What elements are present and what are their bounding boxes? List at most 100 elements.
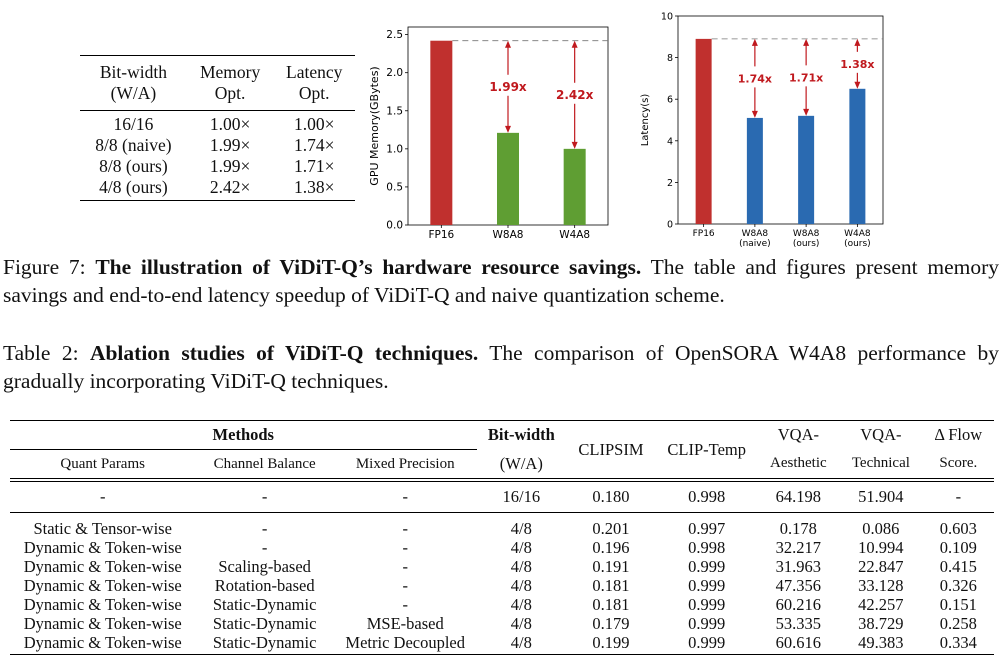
caption-label: Figure 7:	[3, 255, 96, 279]
table-cell: 1.38×	[273, 177, 355, 201]
table-cell: 51.904	[858, 487, 904, 506]
speedup-label: 1.74x	[738, 72, 772, 85]
table-cell: -	[261, 538, 268, 557]
table-cell: 0.415	[939, 557, 977, 576]
table-cell: 1.99×	[209, 135, 251, 155]
x-tick-label: W8A8	[742, 229, 769, 239]
table-row: 16/16 1.00× 1.00×	[80, 114, 355, 135]
header-memory-sub: Opt.	[186, 83, 274, 111]
arrow-head-down-icon	[751, 110, 758, 118]
table-cell: 1.99×	[209, 156, 251, 176]
table-cell: 10.994	[858, 538, 904, 557]
table-row: Dynamic & Token-wise Static-Dynamic MSE-ba…	[10, 614, 994, 633]
table-row: 4/8 (ours) 2.42× 1.38×	[80, 177, 355, 201]
header-methods: Methods	[10, 420, 477, 450]
hardware-savings-table: Bit-width Memory Latency (W/A) Opt. Opt.…	[80, 55, 355, 201]
y-tick-label: 4	[667, 136, 673, 147]
table-cell: 53.335	[775, 614, 822, 633]
y-axis-label: GPU Memory(GBytes)	[368, 66, 381, 185]
header-vqa-aesthetic-sub: Aesthetic	[770, 455, 827, 472]
table-2-caption: Table 2: Ablation studies of ViDiT-Q tec…	[3, 339, 999, 395]
table-cell: Static-Dynamic	[195, 633, 334, 655]
table-cell: 0.997	[688, 519, 726, 538]
table-cell: -	[402, 557, 408, 576]
table-cell: 0.999	[688, 557, 726, 576]
table-cell: 2.42×	[186, 177, 274, 201]
table-cell: Rotation-based	[214, 576, 315, 595]
bar	[497, 132, 519, 225]
table-cell: -	[402, 538, 408, 557]
table-cell: Static & Tensor-wise	[33, 519, 172, 538]
table-cell: Static-Dynamic	[212, 595, 317, 614]
header-memory: Memory	[186, 55, 274, 83]
table-cell: 0.999	[688, 595, 726, 614]
speedup-label: 1.99x	[489, 80, 527, 94]
header-bitwidth-sub: (W/A)	[499, 453, 543, 473]
table-cell: 16/16	[502, 487, 541, 506]
table-cell: 31.963	[775, 557, 822, 576]
table-cell: 0.998	[688, 487, 726, 506]
x-tick-label: (naive)	[739, 239, 771, 249]
ablation-table: Methods Bit-width CLIPSIM CLIP-Temp VQA-…	[10, 420, 994, 655]
bar	[849, 88, 866, 224]
header-flow-score: Δ Flow	[922, 420, 994, 450]
y-tick-label: 8	[667, 53, 673, 64]
table-cell: Scaling-based	[218, 557, 311, 576]
table-cell: 38.729	[858, 614, 904, 633]
caption-text: The comparison of OpenSORA W4A8 performa…	[3, 341, 999, 393]
table-cell: 16/16	[113, 114, 154, 134]
table-cell: 4/8	[510, 614, 532, 633]
table-cell: -	[955, 487, 962, 506]
y-tick-label: 1.5	[386, 105, 403, 117]
table-cell: -	[99, 487, 106, 506]
figure-7-caption: Figure 7: The illustration of ViDiT-Q’s …	[3, 253, 999, 309]
header-mixed-precision: Mixed Precision	[333, 449, 477, 479]
x-tick-label: (ours)	[844, 239, 871, 249]
table-cell: 0.999	[688, 614, 726, 633]
arrow-head-up-icon	[803, 38, 810, 46]
header-bitwidth: Bit-width	[80, 55, 187, 83]
arrow-head-up-icon	[505, 40, 511, 48]
table-cell: 0.178	[779, 519, 817, 538]
y-tick-label: 2.5	[386, 29, 403, 41]
table-cell: 22.847	[858, 557, 904, 576]
table-cell: Metric Decoupled	[333, 633, 477, 655]
table-cell: 0.199	[566, 633, 656, 655]
caption-title: The illustration of ViDiT-Q’s hardware r…	[95, 255, 642, 279]
y-tick-label: 0.5	[386, 181, 403, 193]
table-cell: 0.191	[592, 557, 630, 576]
table-cell: -	[261, 487, 268, 506]
table-cell: 0.151	[939, 595, 977, 614]
memory-bar-chart: 0.0 0.5 1.0 1.5 2.0 2.5 GPU Memory(GBytes) FP16…	[368, 26, 609, 241]
baseline-row: - - - 16/16 0.180 0.998 64.198 51.904 -	[10, 482, 994, 513]
header-bitwidth: Bit-width	[476, 420, 567, 450]
y-tick-label: 2	[667, 178, 673, 189]
x-tick-label: FP16	[693, 229, 715, 239]
speedup-label: 1.38x	[840, 58, 874, 71]
table-cell: 0.196	[592, 538, 630, 557]
table-cell: -	[261, 519, 268, 538]
table-cell: Static-Dynamic	[212, 614, 317, 633]
header-vqa-aesthetic: VQA-	[757, 420, 840, 450]
table-cell: 64.198	[775, 487, 822, 506]
bar	[798, 115, 815, 224]
table-row: Dynamic & Token-wise Rotation-based - 4/8 0.…	[10, 576, 994, 595]
header-clipsim: CLIPSIM	[566, 420, 656, 479]
table-cell: 4/8	[510, 576, 532, 595]
bar	[563, 148, 586, 225]
table-cell: Dynamic & Token-wise	[10, 633, 196, 655]
table-cell: Dynamic & Token-wise	[23, 557, 182, 576]
x-tick-label: FP16	[428, 229, 454, 241]
table-cell: 0.201	[592, 519, 630, 538]
x-tick-label: (ours)	[793, 239, 820, 249]
table-cell: 4/8	[510, 557, 532, 576]
table-cell: -	[402, 487, 408, 506]
header-flow-score-sub: Score.	[939, 455, 978, 472]
table-cell: 60.216	[775, 595, 822, 614]
table-cell: 0.998	[688, 538, 726, 557]
table-cell: 4/8 (ours)	[80, 177, 187, 201]
header-latency: Latency	[273, 55, 355, 83]
table-row: 8/8 (ours) 1.99× 1.71×	[80, 156, 355, 177]
x-tick-label: W4A8	[559, 229, 590, 241]
